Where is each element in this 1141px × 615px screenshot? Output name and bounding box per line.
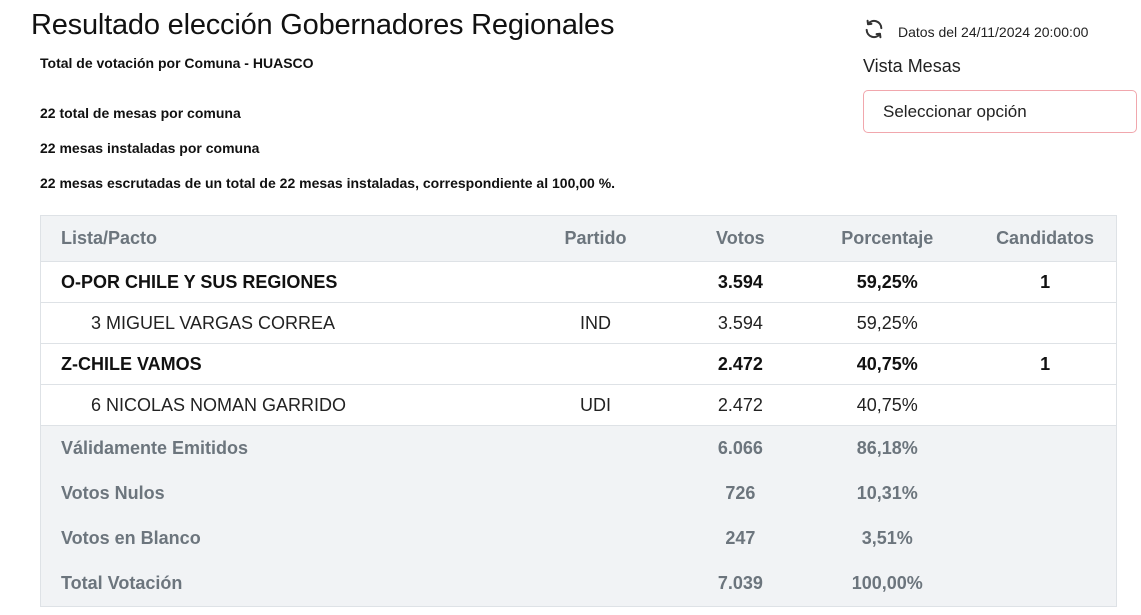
summary-porcentaje: 3,51% bbox=[861, 528, 913, 548]
vista-mesas-select[interactable]: Seleccionar opción bbox=[863, 90, 1137, 133]
table-row-candidato: 6 NICOLAS NOMAN GARRIDO UDI 2.472 40,75% bbox=[41, 385, 1116, 426]
comuna-subtitle: Total de votación por Comuna - HUASCO bbox=[40, 55, 314, 71]
pacto-name: Z-CHILE VAMOS bbox=[61, 353, 202, 374]
mesas-escrutadas-stat: 22 mesas escrutadas de un total de 22 me… bbox=[40, 175, 616, 191]
results-table: Lista/Pacto Partido Votos Porcentaje Can… bbox=[40, 215, 1117, 607]
candidato-votos: 2.472 bbox=[717, 394, 763, 415]
candidato-name: 3 MIGUEL VARGAS CORREA bbox=[91, 312, 336, 333]
column-header-lista: Lista/Pacto bbox=[61, 228, 158, 248]
table-row-pacto: O-POR CHILE Y SUS REGIONES 3.594 59,25% … bbox=[41, 262, 1116, 303]
column-header-partido: Partido bbox=[564, 228, 627, 248]
summary-votos: 6.066 bbox=[717, 438, 763, 458]
summary-row-nulos: Votos Nulos 726 10,31% bbox=[41, 471, 1116, 516]
pacto-votos: 3.594 bbox=[717, 271, 763, 292]
summary-row-validos: Válidamente Emitidos 6.066 86,18% bbox=[41, 426, 1116, 471]
summary-votos: 7.039 bbox=[717, 573, 763, 593]
summary-label: Total Votación bbox=[61, 573, 183, 593]
summary-label: Votos en Blanco bbox=[61, 528, 201, 548]
total-mesas-stat: 22 total de mesas por comuna bbox=[40, 105, 241, 121]
candidato-votos: 3.594 bbox=[717, 312, 763, 333]
select-value: Seleccionar opción bbox=[883, 101, 1027, 121]
update-info: Datos del 24/11/2024 20:00:00 bbox=[863, 18, 1088, 45]
candidato-porcentaje: 40,75% bbox=[856, 394, 918, 415]
pacto-name: O-POR CHILE Y SUS REGIONES bbox=[61, 271, 338, 292]
table-row-candidato: 3 MIGUEL VARGAS CORREA IND 3.594 59,25% bbox=[41, 303, 1116, 344]
summary-label: Válidamente Emitidos bbox=[61, 438, 249, 458]
table-row-pacto: Z-CHILE VAMOS 2.472 40,75% 1 bbox=[41, 344, 1116, 385]
column-header-votos: Votos bbox=[716, 228, 765, 248]
summary-votos: 726 bbox=[725, 483, 756, 503]
summary-label: Votos Nulos bbox=[61, 483, 165, 503]
update-timestamp: Datos del 24/11/2024 20:00:00 bbox=[898, 23, 1089, 40]
refresh-icon[interactable] bbox=[863, 18, 885, 45]
table-header: Lista/Pacto Partido Votos Porcentaje Can… bbox=[41, 216, 1116, 262]
column-header-candidatos: Candidatos bbox=[996, 228, 1095, 248]
pacto-candidatos: 1 bbox=[1040, 353, 1051, 374]
pacto-votos: 2.472 bbox=[717, 353, 763, 374]
summary-porcentaje: 10,31% bbox=[856, 483, 918, 503]
candidato-porcentaje: 59,25% bbox=[856, 312, 918, 333]
page-title: Resultado elección Gobernadores Regional… bbox=[31, 9, 615, 41]
summary-porcentaje: 86,18% bbox=[856, 438, 918, 458]
vista-mesas-label: Vista Mesas bbox=[863, 56, 961, 76]
summary-row-blanco: Votos en Blanco 247 3,51% bbox=[41, 516, 1116, 561]
candidato-name: 6 NICOLAS NOMAN GARRIDO bbox=[91, 394, 347, 415]
candidato-partido: IND bbox=[580, 312, 611, 333]
summary-row-total: Total Votación 7.039 100,00% bbox=[41, 561, 1116, 606]
summary-porcentaje: 100,00% bbox=[851, 573, 923, 593]
candidato-partido: UDI bbox=[580, 394, 611, 415]
mesas-instaladas-stat: 22 mesas instaladas por comuna bbox=[40, 140, 260, 156]
pacto-porcentaje: 40,75% bbox=[856, 353, 918, 374]
summary-votos: 247 bbox=[725, 528, 756, 548]
column-header-porcentaje: Porcentaje bbox=[841, 228, 934, 248]
pacto-porcentaje: 59,25% bbox=[856, 271, 918, 292]
pacto-candidatos: 1 bbox=[1040, 271, 1051, 292]
